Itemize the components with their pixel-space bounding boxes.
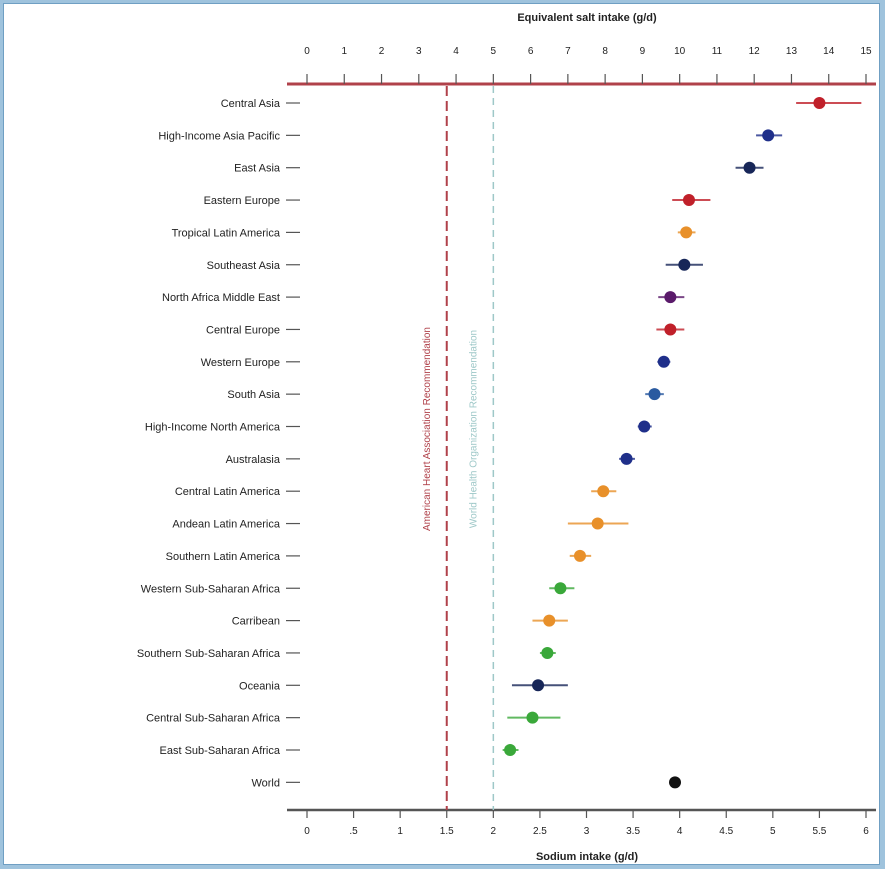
category-label: High-Income Asia Pacific (158, 130, 280, 142)
data-point (743, 161, 756, 174)
category-label: Oceania (239, 680, 281, 692)
data-point (678, 258, 691, 271)
bottom-axis: 0 .5 1 1.5 2 2.5 3 3.5 4 4.5 5 5.5 6 (287, 808, 876, 837)
bottom-tick-label: 3 (584, 826, 590, 837)
figure-frame: Equivalent salt intake (g/d) Sodium inta… (3, 3, 880, 865)
bottom-tick-label: 6 (863, 826, 869, 837)
category-label: Western Sub-Saharan Africa (141, 583, 281, 595)
top-tick-label: 8 (602, 46, 608, 57)
bottom-tick-label: 2 (491, 826, 497, 837)
sodium-intake-chart: Equivalent salt intake (g/d) Sodium inta… (137, 12, 876, 863)
data-point (638, 420, 651, 433)
top-tick-label: 13 (786, 46, 798, 57)
who-reference-label: World Health Organization Recommendation (468, 330, 479, 528)
category-label: Tropical Latin America (172, 227, 281, 239)
top-tick-label: 4 (453, 46, 459, 57)
category-label: Central Sub-Saharan Africa (146, 713, 281, 725)
category-label: South Asia (227, 389, 280, 401)
category-label: Southeast Asia (207, 260, 281, 272)
data-point (543, 614, 556, 627)
top-tick-label: 1 (341, 46, 347, 57)
top-axis: 0 1 2 3 4 5 6 7 8 9 10 11 12 13 14 15 (287, 46, 876, 86)
top-tick-label: 5 (491, 46, 497, 57)
bottom-tick-label: 2.5 (533, 826, 547, 837)
data-point (648, 388, 661, 401)
category-label: Australasia (226, 454, 281, 466)
top-tick-label: 9 (640, 46, 646, 57)
top-axis-title: Equivalent salt intake (g/d) (517, 12, 657, 24)
top-tick-label: 15 (860, 46, 872, 57)
top-tick-label: 12 (749, 46, 761, 57)
top-tick-label: 0 (304, 46, 310, 57)
data-point (620, 452, 633, 465)
bottom-tick-label: 4 (677, 826, 683, 837)
data-point (813, 97, 826, 109)
x-axis-title: Sodium intake (g/d) (536, 851, 638, 863)
data-point (526, 711, 539, 724)
bottom-tick-label: 1 (397, 826, 403, 837)
data-point (682, 194, 695, 207)
data-point (573, 549, 586, 562)
category-label: Eastern Europe (204, 195, 280, 207)
category-label: High-Income North America (145, 422, 281, 434)
data-point (664, 291, 677, 304)
category-label: Central Latin America (175, 486, 281, 498)
bottom-tick-label: 3.5 (626, 826, 640, 837)
data-point (669, 776, 682, 789)
data-point (664, 323, 677, 336)
data-point (680, 226, 693, 239)
top-tick-label: 14 (823, 46, 835, 57)
top-tick-label: 7 (565, 46, 571, 57)
data-point (591, 517, 604, 530)
category-label: Central Asia (221, 98, 281, 110)
top-tick-label: 6 (528, 46, 534, 57)
category-label: Southern Latin America (166, 551, 281, 563)
bottom-tick-label: 4.5 (719, 826, 733, 837)
category-label: North Africa Middle East (162, 292, 280, 304)
category-label: Southern Sub-Saharan Africa (137, 648, 281, 660)
category-label: East Sub-Saharan Africa (160, 745, 281, 757)
bottom-tick-label: 5 (770, 826, 776, 837)
data-points (502, 97, 862, 789)
data-point (541, 646, 554, 659)
category-label: East Asia (234, 163, 281, 175)
category-label: World (251, 777, 280, 789)
category-axis: Central Asia High-Income Asia Pacific East… (137, 98, 300, 789)
category-label: Central Europe (206, 324, 280, 336)
category-label: Andean Latin America (172, 519, 281, 531)
top-tick-label: 11 (712, 46, 723, 57)
bottom-tick-label: 1.5 (440, 826, 454, 837)
reference-lines: American Heart Association Recommendatio… (422, 86, 495, 810)
data-point (532, 679, 545, 692)
data-point (762, 129, 775, 142)
top-tick-label: 2 (379, 46, 385, 57)
aha-reference-label: American Heart Association Recommendatio… (422, 327, 433, 531)
category-label: Western Europe (201, 357, 280, 369)
category-label: Carribean (232, 616, 280, 628)
data-point (554, 582, 567, 595)
data-point (657, 355, 670, 368)
top-tick-label: 3 (416, 46, 422, 57)
bottom-tick-label: 5.5 (812, 826, 826, 837)
bottom-tick-label: .5 (349, 826, 358, 837)
data-point (597, 485, 610, 498)
data-point (504, 744, 517, 756)
bottom-tick-label: 0 (304, 826, 310, 837)
top-tick-label: 10 (674, 46, 686, 57)
